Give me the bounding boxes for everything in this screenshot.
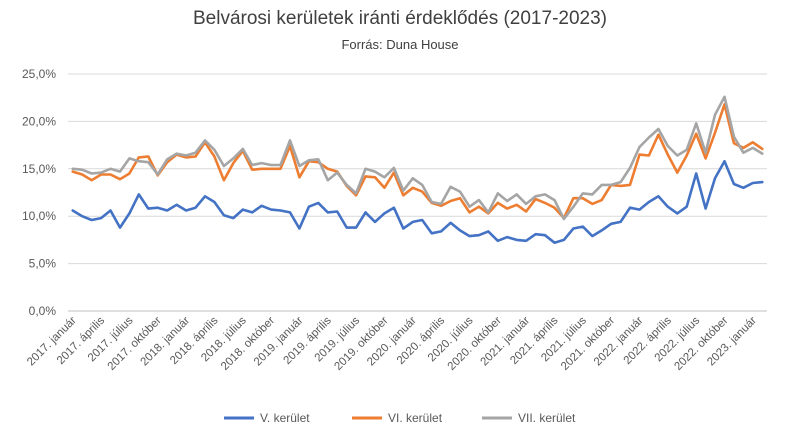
legend-label: VI. kerület <box>388 411 443 425</box>
y-tick-label: 0,0% <box>29 304 57 318</box>
y-tick-label: 15,0% <box>22 162 56 176</box>
y-tick-label: 20,0% <box>22 114 56 128</box>
series-line-vii-ker-let <box>71 95 764 221</box>
y-tick-label: 10,0% <box>22 209 56 223</box>
chart-subtitle: Forrás: Duna House <box>341 37 459 52</box>
series-lines <box>71 95 764 244</box>
legend-label: V. kerület <box>260 411 310 425</box>
y-axis-ticks: 0,0% 5,0% 10,0% 15,0% 20,0% 25,0% <box>22 67 56 318</box>
legend-label: VII. kerület <box>518 411 576 425</box>
legend: V. kerület VI. kerület VII. kerület <box>224 411 576 425</box>
y-tick-label: 5,0% <box>29 257 57 271</box>
series-line-vi-ker-let <box>71 103 764 220</box>
chart-title: Belvárosi kerületek iránti érdeklődés (2… <box>192 8 607 29</box>
y-tick-label: 25,0% <box>22 67 56 81</box>
gridlines <box>68 73 767 312</box>
series-line-v-ker-let <box>71 159 764 244</box>
